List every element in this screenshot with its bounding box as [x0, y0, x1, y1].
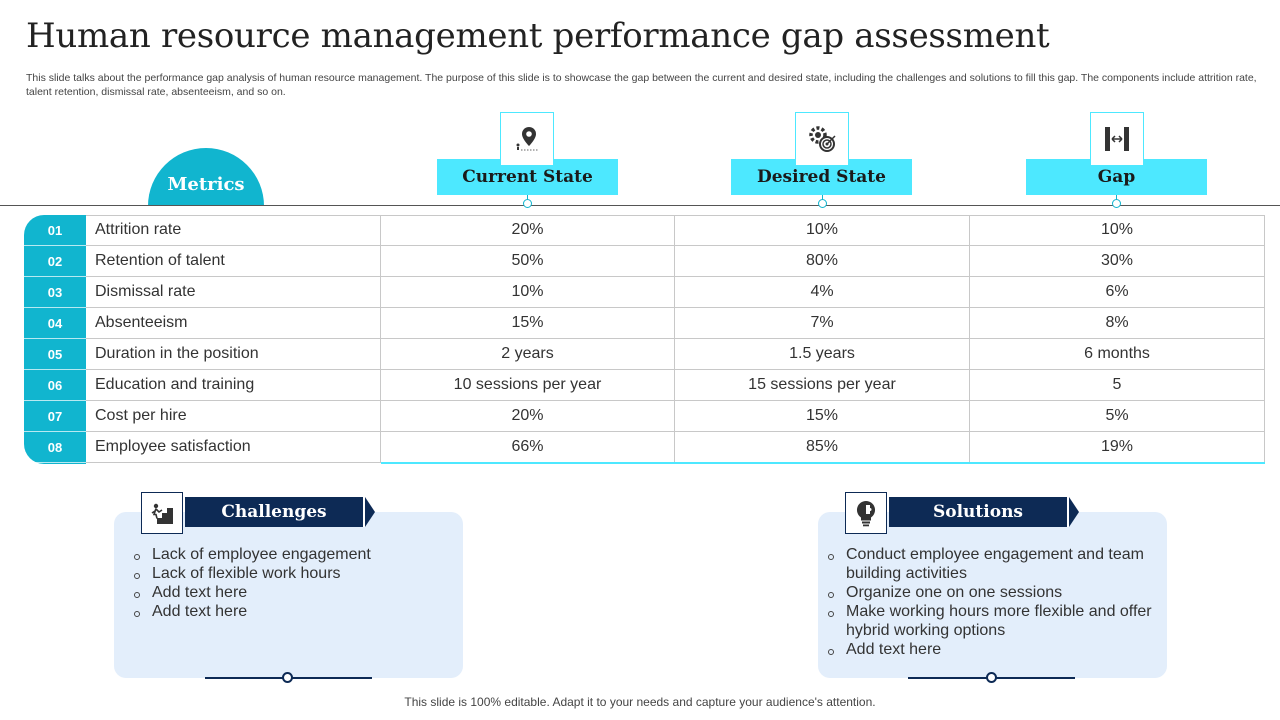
list-item: Conduct employee engagement and team bui…: [826, 545, 1161, 583]
list-item: Make working hours more flexible and off…: [826, 602, 1161, 640]
list-item: Organize one on one sessions: [826, 583, 1161, 602]
gears-target-icon: [795, 112, 849, 166]
metric-cell: Absenteeism: [86, 308, 381, 339]
column-dot: [1112, 199, 1121, 208]
desired-state-cell: 15 sessions per year: [675, 370, 970, 401]
desired-state-cell: 85%: [675, 432, 970, 463]
solutions-banner: Solutions: [889, 497, 1067, 527]
current-state-cell: 20%: [381, 401, 675, 432]
row-number: 04: [24, 308, 86, 339]
current-state-cell: 50%: [381, 246, 675, 277]
banner-edge: [1067, 497, 1069, 527]
desired-state-cell: 4%: [675, 277, 970, 308]
gap-cell: 6 months: [970, 339, 1265, 370]
table-bottom-accent: [381, 462, 1265, 464]
column-stem: [1116, 195, 1117, 200]
gap-cell: 30%: [970, 246, 1265, 277]
row-number: 07: [24, 401, 86, 432]
row-number: 08: [24, 432, 86, 463]
table-row: 01 Attrition rate 20% 10% 10%: [24, 215, 1265, 246]
list-item: Add text here: [132, 583, 452, 602]
current-state-cell: 10%: [381, 277, 675, 308]
lightbulb-puzzle-icon: [845, 492, 887, 534]
desired-state-cell: 10%: [675, 215, 970, 246]
banner-arrow: [365, 497, 375, 527]
metric-cell: Dismissal rate: [86, 277, 381, 308]
footer-note: This slide is 100% editable. Adapt it to…: [404, 695, 876, 709]
column-dot: [818, 199, 827, 208]
location-pin-icon: [500, 112, 554, 166]
table-row: 03 Dismissal rate 10% 4% 6%: [24, 277, 1265, 308]
challenges-banner: Challenges: [185, 497, 363, 527]
page-subtitle: This slide talks about the performance g…: [26, 72, 1257, 98]
list-item: Lack of employee engagement: [132, 545, 452, 564]
table-row: 05 Duration in the position 2 years 1.5 …: [24, 339, 1265, 370]
current-state-cell: 66%: [381, 432, 675, 463]
divider-line: [0, 205, 1280, 206]
gap-cell: 10%: [970, 215, 1265, 246]
metrics-table: 01 Attrition rate 20% 10% 10% 02 Retenti…: [24, 215, 1265, 465]
solutions-list: Conduct employee engagement and team bui…: [826, 545, 1161, 659]
current-state-cell: 10 sessions per year: [381, 370, 675, 401]
gap-cell: 19%: [970, 432, 1265, 463]
gap-cell: 6%: [970, 277, 1265, 308]
connector-dot: [282, 672, 293, 683]
challenges-panel: [114, 512, 463, 678]
current-state-cell: 15%: [381, 308, 675, 339]
banner-arrow: [1069, 497, 1079, 527]
metric-cell: Cost per hire: [86, 401, 381, 432]
connector-dot: [986, 672, 997, 683]
metrics-badge: [140, 140, 280, 206]
metrics-label: Metrics: [167, 174, 245, 195]
row-number: 05: [24, 339, 86, 370]
desired-state-cell: 1.5 years: [675, 339, 970, 370]
row-number-column: [24, 215, 86, 464]
row-number: 03: [24, 277, 86, 308]
stairs-climb-icon: [141, 492, 183, 534]
desired-state-cell: 80%: [675, 246, 970, 277]
page-title: Human resource management performance ga…: [26, 16, 1050, 56]
gap-cell: 8%: [970, 308, 1265, 339]
metric-cell: Duration in the position: [86, 339, 381, 370]
row-number: 02: [24, 246, 86, 277]
current-state-cell: 2 years: [381, 339, 675, 370]
metric-cell: Retention of talent: [86, 246, 381, 277]
metric-cell: Employee satisfaction: [86, 432, 381, 463]
row-number: 01: [24, 215, 86, 246]
list-item: Add text here: [826, 640, 1161, 659]
row-number: 06: [24, 370, 86, 401]
current-state-cell: 20%: [381, 215, 675, 246]
table-row: 08 Employee satisfaction 66% 85% 19%: [24, 432, 1265, 463]
challenges-list: Lack of employee engagement Lack of flex…: [132, 545, 452, 621]
table-row: 07 Cost per hire 20% 15% 5%: [24, 401, 1265, 432]
table-row: 04 Absenteeism 15% 7% 8%: [24, 308, 1265, 339]
metric-cell: Education and training: [86, 370, 381, 401]
list-item: Lack of flexible work hours: [132, 564, 452, 583]
gap-width-icon: [1090, 112, 1144, 166]
gap-cell: 5: [970, 370, 1265, 401]
solutions-panel: [818, 512, 1167, 678]
column-stem: [822, 195, 823, 200]
desired-state-cell: 7%: [675, 308, 970, 339]
column-stem: [527, 195, 528, 200]
list-item: Add text here: [132, 602, 452, 621]
table-row: 02 Retention of talent 50% 80% 30%: [24, 246, 1265, 277]
banner-edge: [363, 497, 365, 527]
column-dot: [523, 199, 532, 208]
desired-state-cell: 15%: [675, 401, 970, 432]
metric-cell: Attrition rate: [86, 215, 381, 246]
gap-cell: 5%: [970, 401, 1265, 432]
table-row: 06 Education and training 10 sessions pe…: [24, 370, 1265, 401]
